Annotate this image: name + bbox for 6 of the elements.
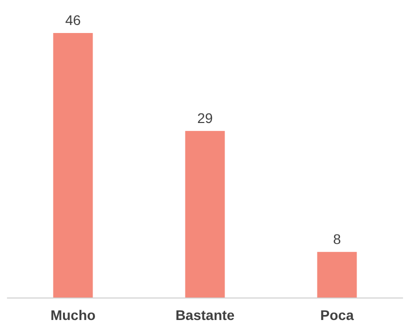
x-tick-label: Poca (320, 306, 354, 323)
data-label: 8 (333, 230, 342, 247)
x-tick-label: Mucho (50, 306, 96, 323)
data-label: 46 (65, 12, 81, 28)
x-tick-label: Bastante (175, 306, 235, 323)
data-label: 29 (197, 110, 213, 126)
